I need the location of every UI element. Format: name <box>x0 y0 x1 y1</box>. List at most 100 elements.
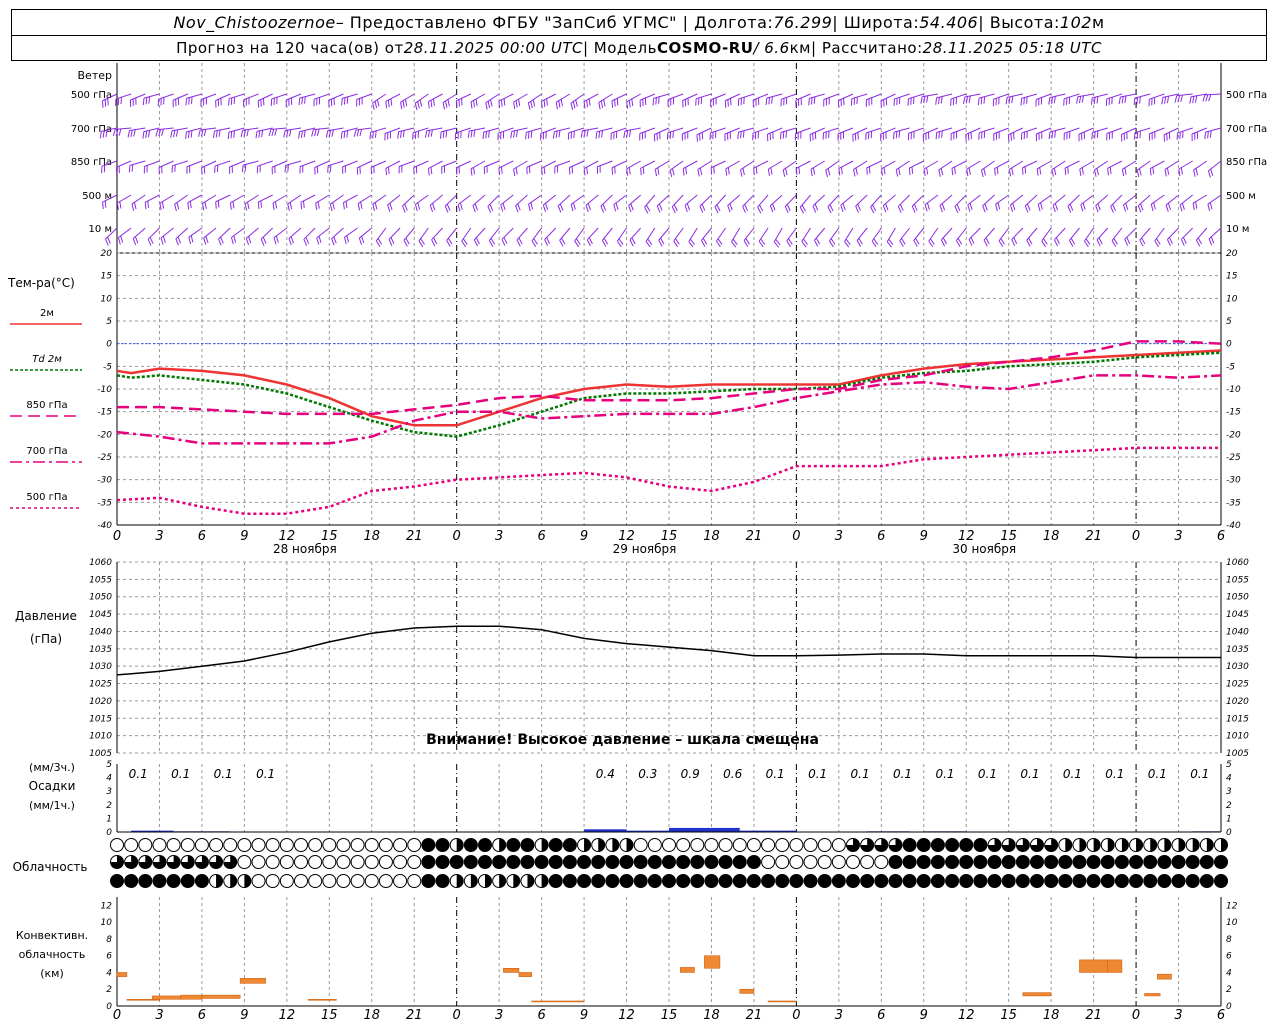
wind-barb <box>684 194 698 213</box>
cloud-symbol <box>279 838 294 852</box>
cloud-symbol <box>534 838 549 852</box>
wind-barb-feather <box>1195 168 1199 176</box>
wind-barb-feather <box>813 240 819 247</box>
cloud-symbol <box>364 838 379 852</box>
cloud-symbol <box>690 838 705 852</box>
wind-barb-feather <box>343 97 346 105</box>
wind-barb-feather <box>798 166 801 174</box>
temp-ytick-left: -40 <box>97 521 112 531</box>
cloud-fill <box>1214 855 1228 869</box>
conv-ytick-right: 6 <box>1226 952 1232 962</box>
wind-barb <box>825 160 840 178</box>
wind-level-label-right: 700 гПа <box>1226 124 1267 135</box>
wind-barb <box>886 227 896 248</box>
cloud-symbol <box>449 855 464 869</box>
wind-barb-feather <box>558 100 561 108</box>
wind-barb-feather <box>260 99 262 107</box>
wind-barb <box>1163 127 1179 142</box>
cloud-symbol <box>746 838 761 852</box>
conv-cell <box>116 972 128 977</box>
cloud-symbol <box>435 855 450 869</box>
wind-barb-feather <box>586 129 589 137</box>
precip-3h-value: 0.1 <box>808 767 827 781</box>
wind-barb-feather <box>119 201 122 209</box>
wind-barb <box>570 93 585 111</box>
wind-barb-feather <box>616 98 619 106</box>
wind-barb <box>147 227 160 246</box>
latitude-label: | Широта: <box>832 13 920 32</box>
wind-title: Ветер <box>78 69 112 82</box>
pressure-ytick-right: 1060 <box>1226 558 1249 568</box>
wind-barb-feather <box>603 99 606 107</box>
cloud-symbol <box>1015 838 1030 852</box>
wind-barb-feather <box>158 129 162 137</box>
model-name: COSMO-RU <box>656 38 754 57</box>
cloud-symbol <box>916 855 931 869</box>
wind-barb-feather <box>977 98 980 106</box>
wind-barb <box>541 93 556 109</box>
wind-barb-feather <box>574 240 579 248</box>
wind-barb-feather <box>1156 238 1161 245</box>
cloud-fill <box>1093 838 1101 852</box>
wind-barb-feather <box>898 130 901 138</box>
cloud-symbol <box>1001 874 1016 888</box>
time-tick: 9 <box>240 529 248 544</box>
wind-barb <box>314 160 330 175</box>
wind-barb-feather <box>929 238 935 245</box>
cloud-fill <box>1221 838 1228 852</box>
conv-ytick-right: 2 <box>1226 985 1232 995</box>
wind-barb <box>610 127 627 140</box>
cloud-symbol <box>831 838 846 852</box>
wind-barb-feather <box>940 96 943 104</box>
wind-barb-feather <box>232 201 235 209</box>
wind-barb <box>585 194 599 213</box>
cloud-fill <box>988 838 1002 852</box>
conv-time-tick: 3 <box>155 1008 163 1023</box>
wind-barb-feather <box>99 131 102 139</box>
cloud-circle <box>265 874 280 888</box>
wind-barb-feather <box>1000 238 1005 245</box>
cloud-symbol <box>690 855 705 869</box>
wind-barb-feather <box>128 165 131 173</box>
wind-barb-feather <box>956 204 961 211</box>
wind-barb-feather <box>915 237 920 245</box>
wind-barb <box>1164 160 1179 177</box>
cloud-circle <box>874 855 889 869</box>
wind-barb <box>454 127 472 140</box>
cloud-symbol <box>166 855 181 869</box>
wind-barb-feather <box>825 170 828 178</box>
wind-barb-feather <box>274 128 278 136</box>
cloud-fill <box>973 855 987 869</box>
time-tick: 0 <box>113 529 121 544</box>
cloud-fill <box>1200 874 1214 888</box>
cloud-symbol <box>237 855 252 869</box>
cloud-fill <box>1150 838 1157 852</box>
wind-barb <box>1148 127 1165 141</box>
cloud-symbol <box>605 855 620 869</box>
temp-ytick-right: -15 <box>1226 408 1241 418</box>
cloud-symbol <box>223 855 238 869</box>
pressure-line <box>116 625 1221 676</box>
cloud-symbol <box>520 838 535 852</box>
wind-barb <box>498 93 514 109</box>
wind-barb-feather <box>482 132 485 140</box>
cloud-symbol <box>633 874 648 888</box>
cloud-fill <box>549 838 563 852</box>
cloud-symbol <box>860 874 875 888</box>
cloud-symbol <box>1030 838 1044 852</box>
precip-3h-value: 0.1 <box>1148 767 1167 781</box>
precip-ytick-left: 4 <box>106 774 112 784</box>
wind-barb-feather <box>212 130 216 139</box>
cloud-symbol <box>1086 838 1101 852</box>
cloud-fill <box>1016 855 1030 869</box>
wind-barb-feather <box>159 203 162 211</box>
wind-barb-feather <box>786 240 791 247</box>
wind-barb-feather <box>1195 239 1201 247</box>
wind-barb <box>968 227 981 246</box>
cloud-fill <box>230 874 237 888</box>
wind-barb <box>175 227 189 246</box>
cloud-symbol <box>1114 874 1129 888</box>
wind-barb-feather <box>360 201 363 209</box>
cloud-symbol <box>506 838 521 852</box>
wind-barb <box>1165 194 1179 212</box>
